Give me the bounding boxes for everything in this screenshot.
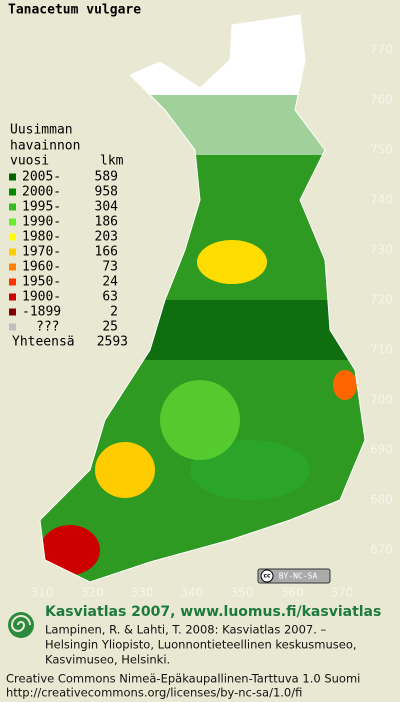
total-label: Yhteensä	[12, 335, 75, 350]
grid-labels: 770 760 750 740 730 720 710 700 690 680 670 310 320 3…	[31, 43, 393, 600]
legend-swatch	[9, 323, 16, 331]
grid-y-label: 740	[370, 193, 393, 207]
legend-label: 1995-	[22, 200, 61, 215]
grid-x-label: 310	[31, 586, 54, 600]
legend-swatch	[9, 308, 16, 316]
legend: 2005- 589 2000- 958 1995- 304 1990- 186 1980- 203…	[9, 170, 128, 350]
grid-y-label: 700	[370, 393, 393, 407]
legend-swatch	[9, 173, 16, 181]
legend-label: 2005-	[22, 170, 61, 185]
legend-heading: vuosi	[10, 154, 49, 169]
grid-y-label: 710	[370, 343, 393, 357]
citation: Helsingin Yliopisto, Luonnontieteellinen…	[45, 638, 357, 652]
border	[39, 14, 366, 583]
legend-label: 1970-	[22, 245, 61, 260]
citation: Lampinen, R. & Lahti, T. 2008: Kasviatla…	[45, 623, 327, 637]
legend-count: 304	[95, 200, 119, 215]
legend-count: 63	[102, 290, 118, 305]
badge-icon-text: cc	[263, 573, 271, 580]
legend-count: 958	[95, 185, 118, 200]
legend-swatch	[9, 218, 16, 226]
legend-swatch	[9, 248, 16, 256]
legend-count: 24	[102, 275, 118, 290]
legend-heading: Uusimman	[10, 123, 73, 138]
logo-spiral	[10, 615, 31, 632]
legend-count: 203	[95, 230, 118, 245]
grid-y-label: 720	[370, 293, 393, 307]
legend-heading: havainnon	[10, 139, 80, 154]
map-title: Tanacetum vulgare	[8, 3, 141, 18]
grid-x-label: 340	[181, 586, 204, 600]
grid-y-label: 690	[370, 443, 393, 457]
license-badge: cc BY-NC-SA	[257, 568, 331, 584]
grid-y-label: 750	[370, 143, 393, 157]
legend-count: 166	[95, 245, 118, 260]
footer-title: Kasviatlas 2007, www.luomus.fi/kasviatla…	[45, 604, 381, 620]
legend-label: -1899	[22, 305, 61, 320]
badge-text: BY-NC-SA	[279, 572, 318, 581]
total-count: 2593	[97, 335, 128, 350]
license: Creative Commons Nimeä-Epäkaupallinen-Ta…	[6, 672, 360, 686]
legend-count-heading: lkm	[100, 154, 124, 169]
logo	[8, 612, 34, 638]
grid-x-label: 360	[281, 586, 304, 600]
legend-swatch	[9, 203, 16, 211]
legend-label: ???	[36, 320, 59, 335]
grid-y-label: 760	[370, 93, 393, 107]
grid-x-label: 320	[81, 586, 104, 600]
legend-label: 1990-	[22, 215, 61, 230]
legend-count: 25	[102, 320, 118, 335]
legend-count: 73	[102, 260, 118, 275]
grid-y-label: 730	[370, 243, 393, 257]
legend-swatch	[9, 278, 16, 286]
legend-label: 1980-	[22, 230, 61, 245]
grid-x-label: 330	[131, 586, 154, 600]
legend-swatch	[9, 293, 16, 301]
badge-frame	[257, 568, 331, 584]
legend-count: 589	[95, 170, 118, 185]
legend-count: 2	[110, 305, 118, 320]
grid-x-label: 370	[331, 586, 354, 600]
citation: Kasvimuseo, Helsinki.	[45, 653, 170, 667]
grid-y-label: 770	[370, 43, 393, 57]
grid-y-label: 680	[370, 493, 393, 507]
grid-y-label: 670	[370, 543, 393, 557]
legend-label: 2000-	[22, 185, 61, 200]
legend-swatch	[9, 233, 16, 241]
badge-icon	[260, 569, 274, 583]
legend-swatch	[9, 188, 16, 196]
license-url: http://creativecommons.org/licenses/by-n…	[6, 686, 302, 700]
legend-label: 1950-	[22, 275, 61, 290]
legend-count: 186	[95, 215, 118, 230]
legend-swatch	[9, 263, 16, 271]
grid-x-label: 350	[231, 586, 254, 600]
legend-label: 1960-	[22, 260, 61, 275]
legend-label: 1900-	[22, 290, 61, 305]
